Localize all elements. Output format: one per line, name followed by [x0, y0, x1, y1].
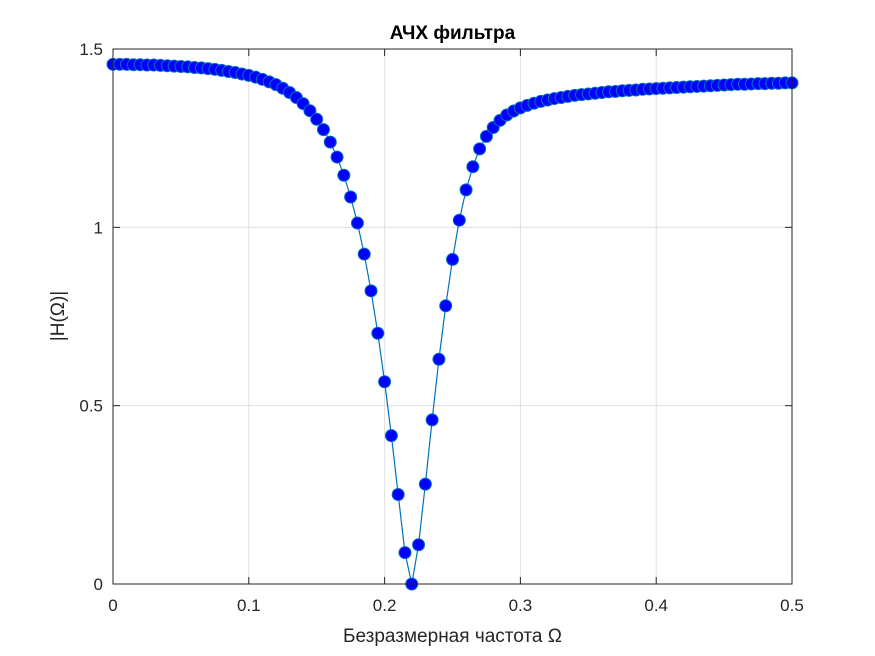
ticks: 0 0.1 0.2 0.3 0.4 0.5 0 0.5 1 1.5: [79, 40, 803, 615]
chart-title: АЧХ фильтра: [390, 23, 516, 44]
y-tick-label: 1: [94, 218, 103, 237]
x-tick-label: 0.4: [644, 596, 668, 615]
data-point-marker: [378, 375, 392, 389]
data-point-marker: [432, 352, 446, 366]
data-point-marker: [323, 135, 337, 149]
data-point-marker: [371, 326, 385, 340]
data-point-marker: [391, 487, 405, 501]
x-tick-label: 0.3: [509, 596, 533, 615]
data-point-marker: [316, 123, 330, 137]
data-point-marker: [398, 546, 412, 560]
data-point-marker: [446, 252, 459, 266]
data-point-marker: [425, 413, 439, 427]
data-point-marker: [344, 190, 358, 204]
data-point-marker: [310, 112, 324, 126]
y-tick-label: 1.5: [79, 40, 103, 59]
data-point-marker: [357, 247, 371, 261]
data-point-marker: [439, 299, 453, 313]
plot-background: [113, 49, 792, 584]
data-point-marker: [452, 213, 466, 227]
data-point-marker: [330, 150, 344, 164]
data-point-marker: [459, 183, 473, 197]
x-axis-label: Безразмерная частота Ω: [343, 626, 562, 647]
series: [106, 57, 799, 591]
data-point-marker: [337, 168, 351, 182]
x-tick-label: 0.2: [373, 596, 397, 615]
data-point-marker: [418, 477, 432, 491]
x-tick-label: 0.5: [780, 596, 804, 615]
plot-frame: [112, 48, 793, 585]
data-point-marker: [350, 216, 364, 230]
data-point-marker: [384, 429, 398, 443]
y-tick-label: 0: [94, 575, 103, 594]
y-tick-label: 0.5: [79, 397, 103, 416]
data-point-marker: [303, 104, 317, 118]
data-point-marker: [364, 284, 378, 298]
x-tick-label: 0.1: [237, 596, 261, 615]
data-point-marker: [412, 538, 426, 552]
y-axis-label: |H(Ω)|: [48, 291, 69, 341]
x-tick-label: 0: [108, 596, 117, 615]
data-point-marker: [473, 142, 487, 156]
data-point-marker: [466, 160, 480, 174]
data-point-marker: [479, 129, 493, 143]
